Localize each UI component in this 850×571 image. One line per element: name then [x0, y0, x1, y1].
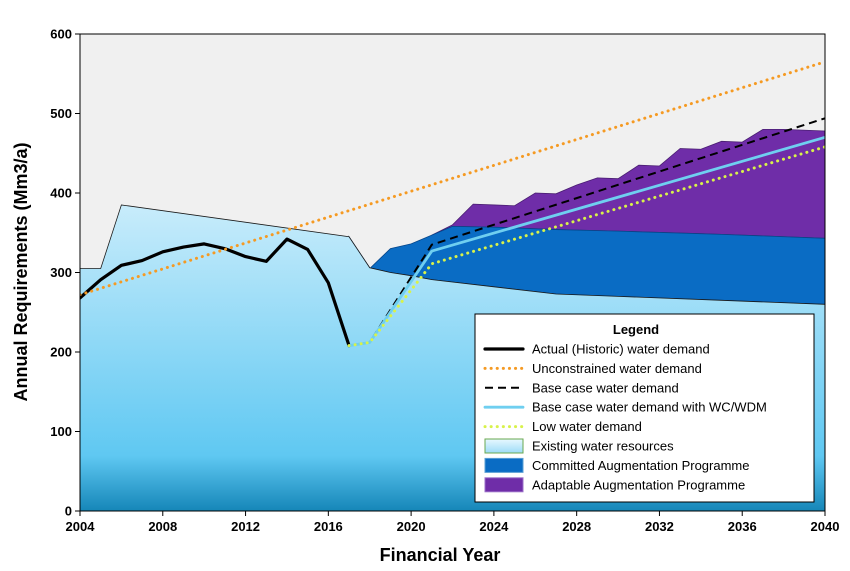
legend-item-low-water-demand: Low water demand	[483, 419, 642, 434]
legend-area-swatch	[484, 457, 524, 473]
legend-label: Existing water resources	[532, 439, 674, 454]
legend-item-existing-water-resources: Existing water resources	[484, 438, 674, 454]
x-tick-label: 2036	[728, 519, 757, 534]
series-line-actual-historic-water-demand	[80, 237, 351, 348]
series-line-base-case-water-demand-with-wc-wdm	[347, 135, 825, 348]
legend-label: Actual (Historic) water demand	[532, 342, 710, 357]
legend-label: Adaptable Augmentation Programme	[532, 477, 745, 492]
x-tick-label: 2032	[645, 519, 674, 534]
legend-label: Low water demand	[532, 419, 642, 434]
y-tick-label: 300	[50, 265, 72, 280]
legend-item-adaptable-augmentation-programme: Adaptable Augmentation Programme	[484, 477, 745, 493]
line-layer	[80, 60, 825, 348]
legend-box	[474, 313, 815, 503]
legend-label: Unconstrained water demand	[532, 361, 702, 376]
legend-area-swatch	[484, 438, 524, 454]
y-axis-title: Annual Requirements (Mm3/a)	[11, 142, 31, 401]
y-tick-label: 200	[50, 345, 72, 360]
y-tick-label: 600	[50, 27, 72, 42]
series-line-base-case-water-demand	[348, 117, 825, 347]
x-tick-label: 2020	[397, 519, 426, 534]
legend-item-unconstrained-water-demand: Unconstrained water demand	[483, 361, 702, 376]
series-line-unconstrained-water-demand	[80, 60, 825, 297]
legend-title: Legend	[613, 322, 659, 337]
y-tick-label: 500	[50, 106, 72, 121]
x-tick-label: 2040	[811, 519, 840, 534]
x-tick-label: 2008	[148, 519, 177, 534]
x-tick-label: 2016	[314, 519, 343, 534]
legend-label: Base case water demand	[532, 380, 679, 395]
x-axis-ticks: 2004 2008 2012 2016 2020 2024 2028 2032 2036 2040	[66, 511, 840, 534]
x-tick-label: 2028	[562, 519, 591, 534]
x-tick-label: 2004	[66, 519, 96, 534]
legend-item-base-case-water-demand: Base case water demand	[485, 380, 679, 395]
legend-label: Base case water demand with WC/WDM	[532, 400, 767, 415]
legend-label: Committed Augmentation Programme	[532, 458, 749, 473]
legend-item-base-case-water-demand-with-wc-wdm: Base case water demand with WC/WDM	[483, 400, 767, 415]
y-tick-label: 400	[50, 186, 72, 201]
legend: Legend Actual (Historic) water demand Unc…	[474, 313, 815, 503]
x-tick-label: 2024	[479, 519, 509, 534]
legend-area-swatch	[484, 477, 524, 493]
y-axis-ticks: 0 100 200 300 400 500 600	[50, 27, 80, 519]
legend-item-committed-augmentation-programme: Committed Augmentation Programme	[484, 457, 749, 473]
x-tick-label: 2012	[231, 519, 260, 534]
legend-item-actual-historic-water-demand: Actual (Historic) water demand	[483, 342, 710, 357]
y-tick-label: 100	[50, 424, 72, 439]
y-tick-label: 0	[65, 504, 72, 519]
x-axis-title: Financial Year	[380, 545, 501, 565]
